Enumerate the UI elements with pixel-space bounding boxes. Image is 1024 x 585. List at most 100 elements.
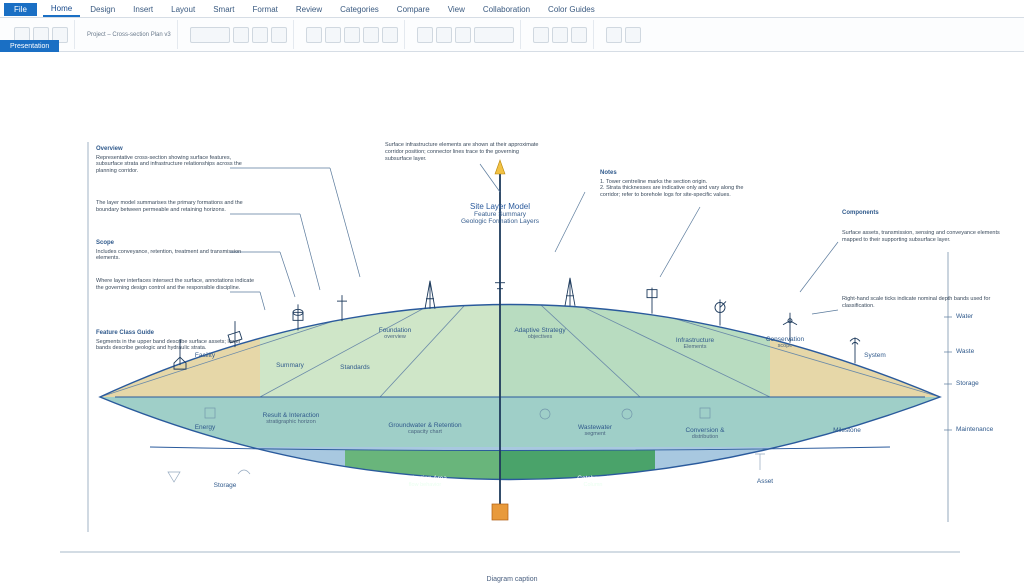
ribbon-group-font: [184, 20, 294, 49]
callout-top-1: Notes1. Tower centreline marks the secti…: [600, 170, 760, 199]
label-text: Wastewater: [550, 424, 640, 431]
diagram-canvas: Site Layer Model Feature Summary Geologi…: [0, 52, 1024, 585]
send-back-button[interactable]: [552, 27, 568, 43]
bullets-button[interactable]: [363, 27, 379, 43]
deep-label-2: CatchmentColumn: [548, 475, 638, 488]
tab-insert[interactable]: Insert: [125, 3, 161, 16]
label-text: Conservation: [740, 336, 830, 343]
callout-body: Surface infrastructure elements are show…: [385, 142, 545, 163]
italic-button[interactable]: [252, 27, 268, 43]
mid-label-0: Energy: [160, 424, 250, 431]
depth-tick-1: Waste: [956, 348, 1011, 355]
tab-categories[interactable]: Categories: [332, 3, 387, 16]
label-text: Result & Interaction: [246, 412, 336, 419]
tab-compare[interactable]: Compare: [389, 3, 438, 16]
shape-line-button[interactable]: [436, 27, 452, 43]
callout-title: Feature Class Guide: [96, 330, 256, 338]
callout-body: 1. Tower centreline marks the section or…: [600, 179, 760, 200]
label-sub: objectives: [495, 334, 585, 340]
depth-tick-3: Maintenance: [956, 426, 1011, 433]
ribbon-group-breadcrumb: Project – Cross-section Plan v3: [81, 20, 178, 49]
tab-smart[interactable]: Smart: [205, 3, 242, 16]
callout-body: Where layer interfaces intersect the sur…: [96, 278, 256, 292]
tab-review[interactable]: Review: [288, 3, 330, 16]
surface-label-5: InfrastructureElements: [650, 337, 740, 350]
surface-tower-icon: [425, 281, 435, 309]
diagram-sub2: Geologic Formation Layers: [440, 218, 560, 225]
find-button[interactable]: [606, 27, 622, 43]
label-sub: stratigraphic horizon: [246, 419, 336, 425]
label-sub: Column: [548, 482, 638, 488]
surface-pump-icon: [715, 299, 726, 325]
callout-left-3: Where layer interfaces intersect the sur…: [96, 278, 256, 292]
label-text: System: [830, 352, 920, 359]
label-text: Infrastructure: [650, 337, 740, 344]
label-text: Standards: [310, 364, 400, 371]
tab-colorguide[interactable]: Color Guides: [540, 3, 603, 16]
callout-body: Representative cross-section showing sur…: [96, 155, 256, 176]
surface-label-3: Foundationoverview: [350, 327, 440, 340]
callout-body: Segments in the upper band describe surf…: [96, 339, 256, 353]
group-button[interactable]: [571, 27, 587, 43]
label-sub: Elements: [650, 344, 740, 350]
mid-label-4: Conversion &distribution: [660, 427, 750, 440]
tab-home[interactable]: Home: [43, 2, 80, 17]
surface-label-6: Conservationscope: [740, 336, 830, 349]
label-text: Asset: [720, 478, 810, 485]
tab-format[interactable]: Format: [245, 3, 286, 16]
surface-tower-icon: [565, 278, 575, 306]
surface-label-2: Standards: [310, 364, 400, 371]
shape-rect-button[interactable]: [417, 27, 433, 43]
bold-button[interactable]: [233, 27, 249, 43]
surface-antenna-icon: [850, 337, 860, 363]
label-text: Catchment: [548, 475, 638, 482]
replace-button[interactable]: [625, 27, 641, 43]
tab-file[interactable]: File: [4, 3, 37, 16]
label-sub: capacity chart: [380, 429, 470, 435]
mid-label-3: Wastewatersegment: [550, 424, 640, 437]
underline-button[interactable]: [271, 27, 287, 43]
diagram-title-text: Site Layer Model: [440, 202, 560, 211]
tab-collab[interactable]: Collaboration: [475, 3, 538, 16]
callout-left-2: ScopeIncludes conveyance, retention, tre…: [96, 240, 256, 262]
callout-title: Components: [842, 210, 1002, 218]
label-text: Groundwater & Retention: [380, 422, 470, 429]
label-sub: flow behavior: [380, 482, 470, 488]
bottom-caption: Diagram caption: [0, 576, 1024, 583]
callout-left-4: Feature Class GuideSegments in the upper…: [96, 330, 256, 352]
tab-design[interactable]: Design: [82, 3, 123, 16]
callout-body: Surface assets, transmission, sensing an…: [842, 230, 1002, 244]
numbering-button[interactable]: [382, 27, 398, 43]
callout-body: The layer model summarises the primary f…: [96, 200, 256, 214]
tab-view[interactable]: View: [440, 3, 473, 16]
depth-tick-0: Water: [956, 313, 1011, 320]
callout-right-0: Components: [842, 210, 1002, 219]
align-left-button[interactable]: [306, 27, 322, 43]
shape-arrow-button[interactable]: [455, 27, 471, 43]
mid-label-5: Milestone: [802, 427, 892, 434]
label-text: Energy: [160, 424, 250, 431]
callout-right-1: Surface assets, transmission, sensing an…: [842, 230, 1002, 244]
surface-sign-icon: [647, 288, 657, 314]
shape-gallery[interactable]: [474, 27, 514, 43]
diagram-sub1: Feature Summary: [440, 211, 560, 218]
align-center-button[interactable]: [325, 27, 341, 43]
surface-label-0: Facility: [160, 352, 250, 359]
diagram-title: Site Layer Model Feature Summary Geologi…: [440, 202, 560, 225]
surface-label-4: Adaptive Strategyobjectives: [495, 327, 585, 340]
align-right-button[interactable]: [344, 27, 360, 43]
tab-layout[interactable]: Layout: [163, 3, 203, 16]
label-text: Facility: [160, 352, 250, 359]
callout-title: Notes: [600, 170, 760, 178]
label-text: Collection Area: [380, 475, 470, 482]
mid-label-1: Result & Interactionstratigraphic horizo…: [246, 412, 336, 425]
label-sub: overview: [350, 334, 440, 340]
bring-front-button[interactable]: [533, 27, 549, 43]
ribbon-group-para: [300, 20, 405, 49]
label-text: Milestone: [802, 427, 892, 434]
font-select[interactable]: [190, 27, 230, 43]
callout-top-0: Surface infrastructure elements are show…: [385, 142, 545, 163]
callout-title: Overview: [96, 146, 256, 154]
title-crumb: Project – Cross-section Plan v3: [87, 32, 171, 38]
label-text: Conversion &: [660, 427, 750, 434]
